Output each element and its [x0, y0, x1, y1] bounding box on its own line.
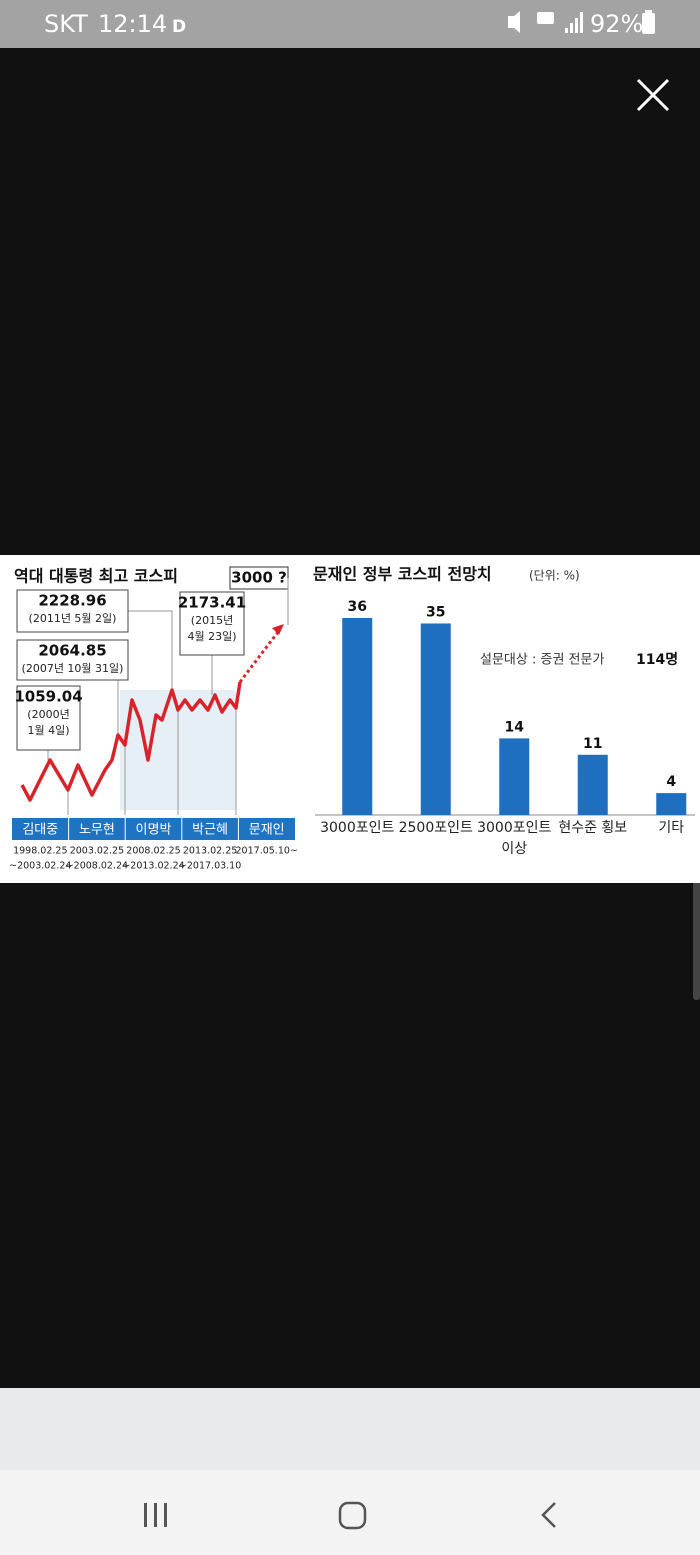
dex-icon: D [172, 17, 186, 37]
back-button[interactable] [541, 1502, 556, 1528]
nav-bar [0, 1470, 700, 1555]
caption-area [0, 1388, 700, 1470]
target-label: 3000 ? [231, 569, 287, 587]
annotation-date: (2011년 5월 2일) [29, 611, 117, 625]
battery-level: 92% [590, 10, 643, 38]
president-term: 2017.05.10~ [236, 846, 298, 857]
status-bar [0, 0, 700, 48]
category-label: 기타 [658, 820, 684, 836]
category-label: 현수준 횡보 [558, 820, 627, 836]
bar [656, 793, 687, 815]
kospi-line [20, 681, 242, 802]
unit: (단위: %) [529, 569, 580, 583]
clock: 12:14 [98, 10, 167, 38]
forecast-line [238, 631, 280, 683]
annotation-box [16, 685, 81, 751]
president-term: ~2013.02.24 [122, 861, 184, 872]
annotation-date: (2015년 [191, 614, 233, 627]
forecast-arrow [272, 624, 284, 635]
annotation-date: 1월 4일) [27, 723, 69, 737]
annotation-box [16, 639, 129, 681]
president-name: 문재인 [249, 823, 285, 838]
president-term: ~2003.02.24 [9, 861, 71, 872]
carrier: SKT [44, 10, 88, 38]
status-icons [508, 10, 655, 34]
bar [342, 618, 373, 815]
president-term: 2008.02.25 [126, 846, 180, 857]
president-term: 2003.02.25 [70, 846, 124, 857]
president-bar [12, 818, 295, 840]
value-label: 11 [583, 736, 602, 752]
survey-note: 설문대상 : 증권 전문가 [480, 653, 604, 668]
bar [420, 623, 451, 815]
recents-button[interactable] [144, 1503, 167, 1527]
president-name: 김대중 [22, 823, 58, 838]
president-name: 이명박 [136, 823, 172, 838]
category-label: 3000포인트 [477, 820, 551, 836]
value-label: 4 [666, 774, 676, 790]
annotation-date: (2007년 10월 31일) [22, 661, 124, 675]
close-button[interactable] [636, 78, 670, 112]
president-name: 노무현 [79, 823, 115, 838]
right-title: 문재인 정부 코스피 전망치 [313, 565, 492, 584]
value-label: 35 [426, 604, 445, 620]
home-button[interactable] [338, 1501, 367, 1530]
annotation-box [16, 589, 129, 633]
annotation-value: 2173.41 [178, 594, 246, 612]
left-title: 역대 대통령 최고 코스피 [14, 567, 178, 586]
president-term: 2013.02.25 [183, 846, 237, 857]
news-image: 역대 대통령 최고 코스피 3000 ? 문재인 정부 코스피 전망치 (단위:… [0, 555, 700, 883]
survey-count: 114명 [636, 651, 678, 668]
value-label: 36 [348, 599, 367, 615]
annotation-date: 4월 23일) [187, 629, 236, 643]
category-label: 2500포인트 [399, 820, 473, 836]
category-label: 이상 [501, 841, 527, 857]
category-label: 3000포인트 [320, 820, 394, 836]
president-term: 1998.02.25 [13, 846, 67, 857]
bar [499, 738, 530, 815]
annotation-value: 2228.96 [38, 592, 106, 610]
annotation-box [179, 591, 245, 656]
president-term: ~2017.03.10 [179, 861, 241, 872]
president-term: ~2008.02.24 [66, 861, 128, 872]
value-label: 14 [505, 719, 525, 735]
annotation-date: (2000년 [27, 708, 69, 721]
president-name: 박근혜 [192, 823, 228, 838]
bar [577, 754, 608, 815]
annotation-value: 2064.85 [38, 642, 106, 660]
annotation-value: 1059.04 [14, 688, 82, 706]
